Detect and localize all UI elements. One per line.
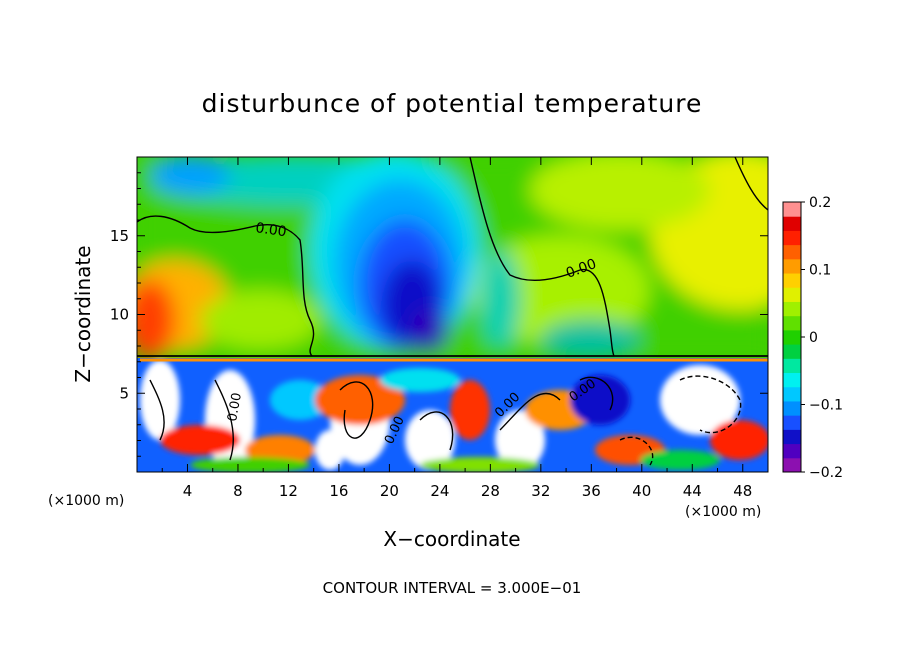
colorbar-swatch (783, 415, 801, 430)
colorbar-tick-label: 0.1 (809, 263, 831, 279)
colorbar-swatch (783, 273, 801, 288)
colorbar-swatch (783, 443, 801, 459)
colorbar-swatch (783, 386, 801, 402)
colorbar-swatch (783, 429, 801, 445)
contour-label-3: 0.00 (225, 392, 245, 423)
colorbar-swatch (783, 258, 801, 274)
upper-field (137, 157, 768, 360)
colorbar-tick-label: −0.2 (809, 465, 843, 481)
colorbar-swatch (783, 329, 801, 345)
colorbar-swatch (783, 457, 801, 473)
contour-lines (137, 157, 768, 466)
colorbar-swatch (783, 372, 801, 388)
z-axis-title: Z−coordinate (71, 245, 95, 382)
x-axis: 4 8 12 16 20 24 28 32 36 40 44 48 (161, 157, 752, 500)
x-tick-label: 20 (380, 482, 399, 500)
colorbar-tick-label: −0.1 (809, 398, 843, 414)
colorbar-tick-label: 0 (809, 330, 818, 346)
z-tick-label: 5 (119, 384, 129, 402)
contour-interval-text: CONTOUR INTERVAL = 3.000E−01 (323, 579, 582, 597)
lower-field (137, 358, 768, 472)
chart-title: disturbunce of potential temperature (202, 89, 703, 118)
colorbar-swatch (783, 287, 801, 302)
x-tick-label: 24 (430, 482, 449, 500)
plot-area (137, 157, 768, 472)
x-unit-label-left: (×1000 m) (48, 493, 124, 509)
colorbar-swatch (783, 400, 801, 416)
colorbar: 0.2 0.1 0 −0.1 −0.2 (782, 195, 843, 481)
x-tick-label: 8 (233, 482, 243, 500)
x-tick-label: 44 (683, 482, 702, 500)
x-tick-label: 12 (279, 482, 298, 500)
z-tick-label: 10 (110, 306, 129, 324)
colorbar-swatch (783, 230, 801, 246)
z-tick-label: 15 (110, 227, 129, 245)
colorbar-swatch (783, 315, 801, 331)
x-tick-label: 48 (733, 482, 752, 500)
x-tick-label: 32 (531, 482, 550, 500)
colorbar-tick-label: 0.2 (809, 195, 831, 211)
colorbar-swatch (783, 216, 801, 231)
x-tick-label: 40 (632, 482, 651, 500)
contour-label-1: 0.00 (254, 220, 287, 240)
x-tick-label: 16 (329, 482, 348, 500)
colorbar-swatch (783, 344, 801, 359)
colorbar-swatch (783, 244, 801, 260)
x-unit-label-right: (×1000 m) (685, 504, 761, 520)
x-axis-title: X−coordinate (383, 527, 520, 551)
colorbar-swatch (783, 202, 801, 217)
x-tick-label: 28 (481, 482, 500, 500)
x-tick-label: 4 (183, 482, 193, 500)
colorbar-swatch (783, 358, 801, 374)
z-axis: 5 10 15 (110, 172, 768, 457)
x-tick-label: 36 (582, 482, 601, 500)
colorbar-swatch (783, 301, 801, 317)
